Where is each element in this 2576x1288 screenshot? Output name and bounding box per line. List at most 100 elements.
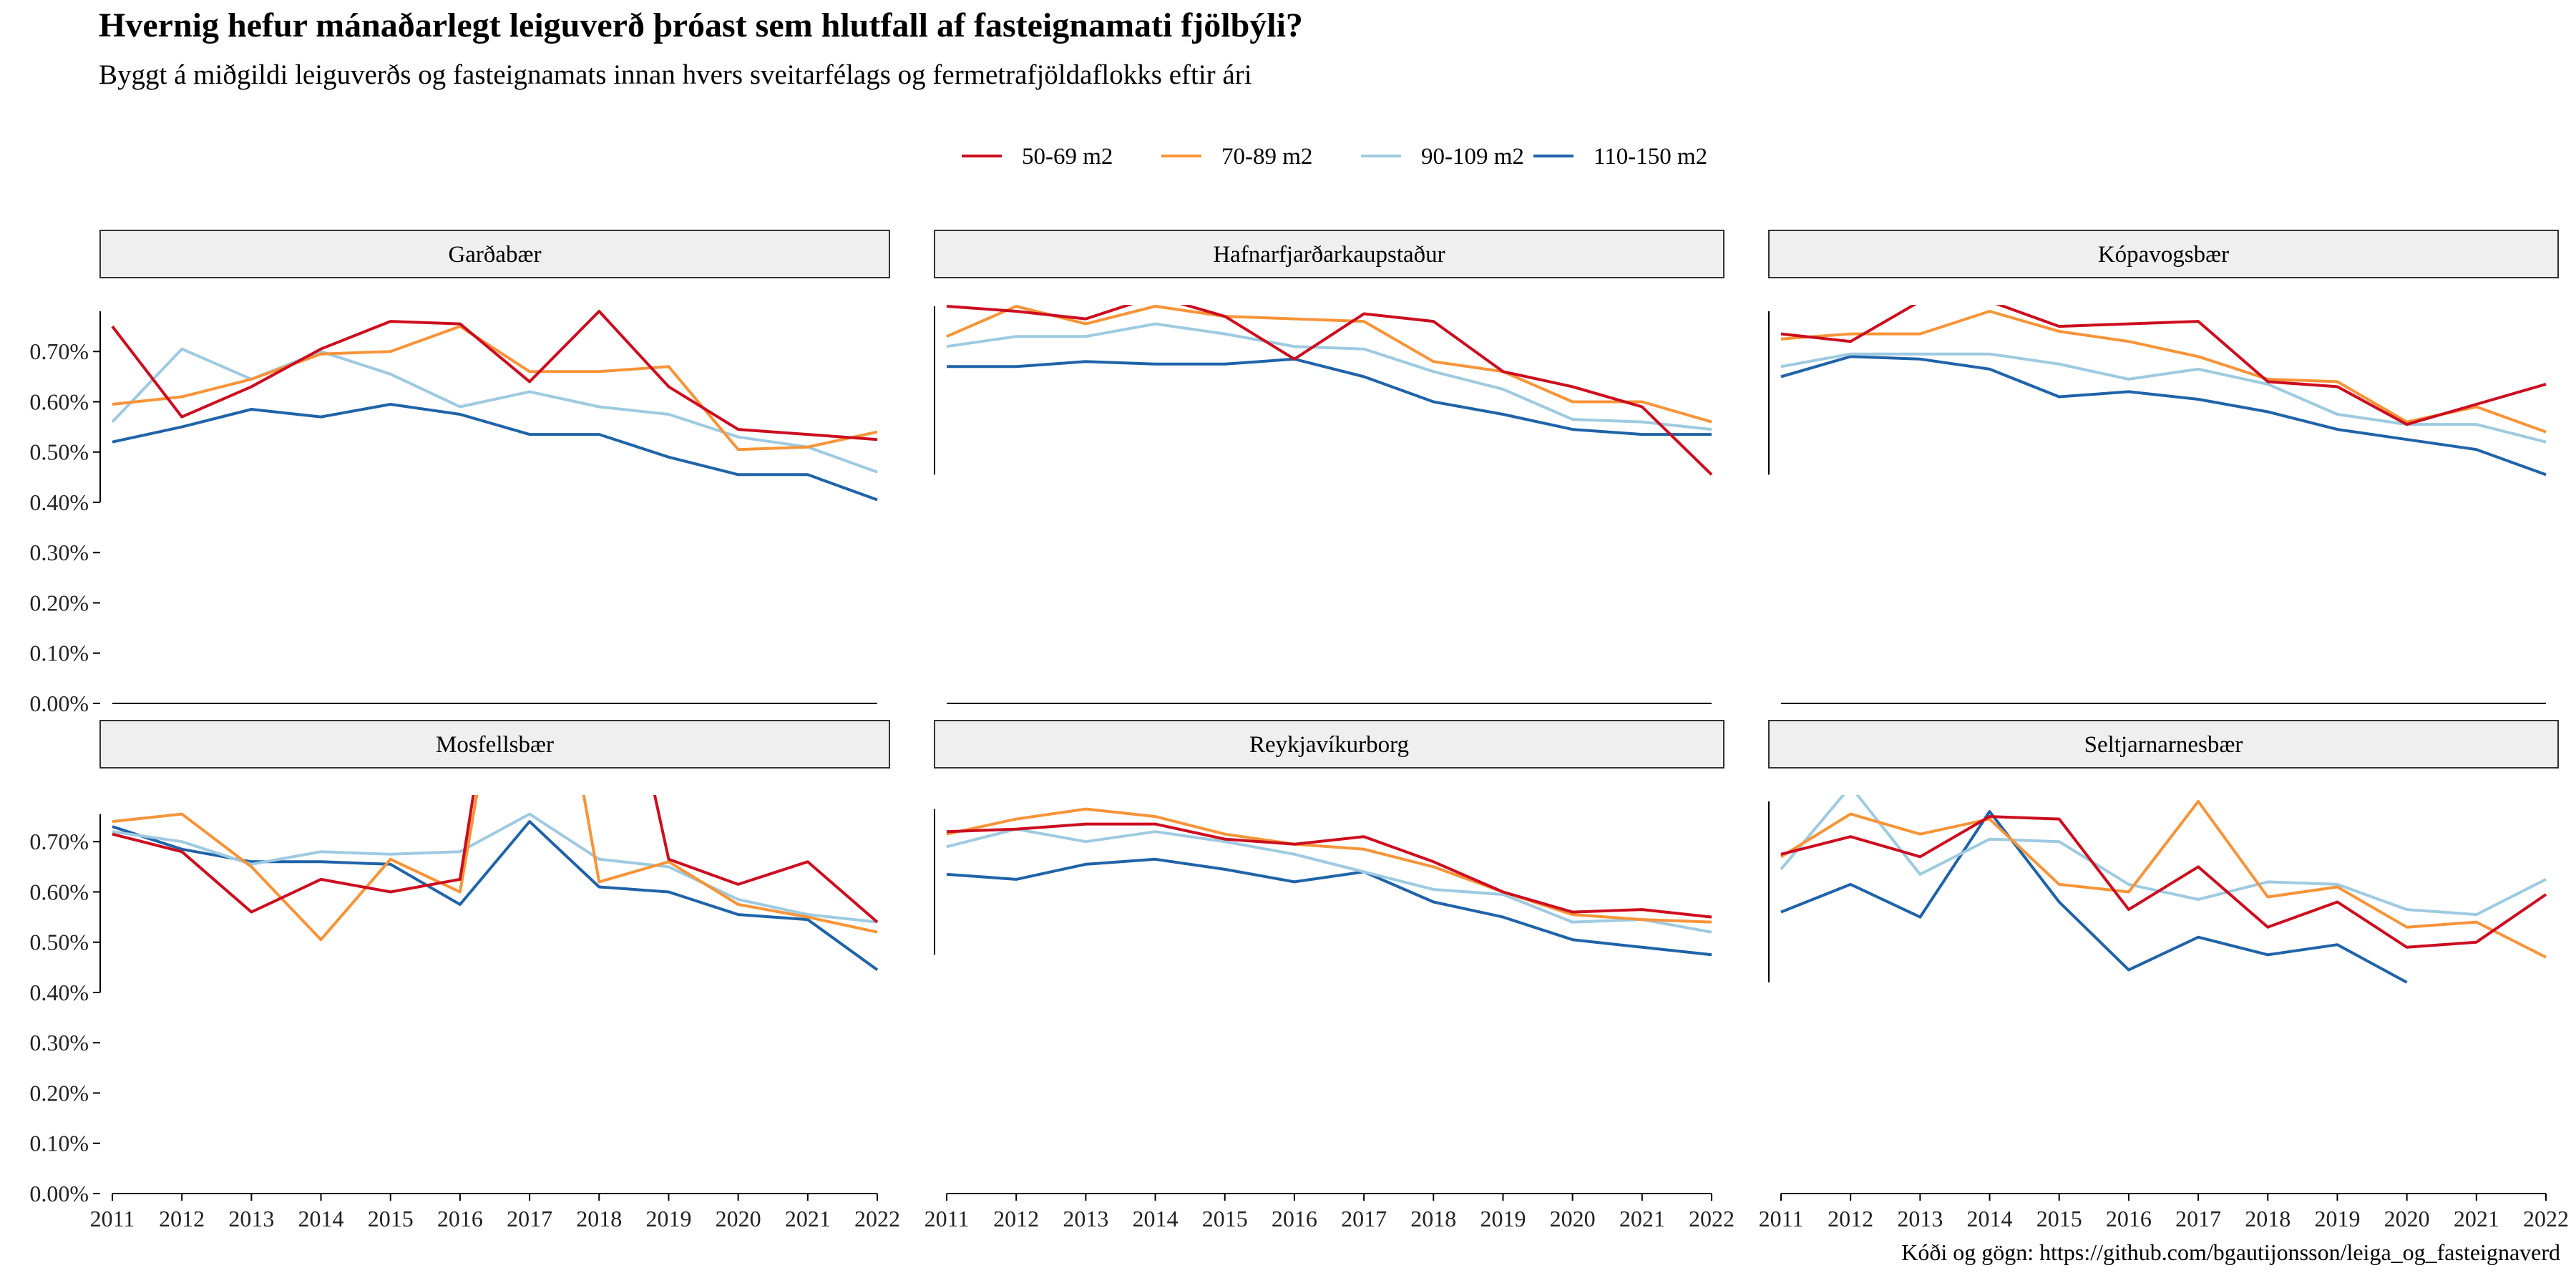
x-tick-label: 2012 xyxy=(993,1206,1039,1231)
series-line-90-109-m2 xyxy=(1780,352,2547,444)
x-tick-label: 2022 xyxy=(2523,1206,2569,1231)
x-tick-label: 2015 xyxy=(368,1206,414,1231)
x-tick-label: 2016 xyxy=(2106,1206,2152,1231)
series-line-90-109-m2 xyxy=(946,322,1712,431)
series-line-50-69-m2 xyxy=(112,795,879,924)
chart-caption: Kóði og gögn: https://github.com/bgautij… xyxy=(1901,1239,2560,1265)
x-tick-label: 2022 xyxy=(854,1206,900,1231)
series-line-90-109-m2 xyxy=(111,347,878,474)
facet-strip-label: Hafnarfjarðarkaupstaður xyxy=(1213,242,1445,268)
x-tick-label: 2013 xyxy=(1897,1206,1943,1231)
facet-reykjavikurborg: Reykjavíkurborg 2011 2012 2013 2014 2015 2016 2… xyxy=(924,720,1735,1231)
x-tick-label: 2014 xyxy=(1133,1206,1179,1231)
x-tick-label: 2018 xyxy=(1410,1206,1456,1231)
y-tick-label: 0.30% xyxy=(29,540,89,565)
series-group xyxy=(946,305,1713,476)
series-group xyxy=(946,807,1712,957)
y-tick-label: 0.10% xyxy=(29,640,89,666)
facet-strip xyxy=(1768,720,2559,769)
x-tick-label: 2020 xyxy=(2384,1206,2430,1231)
facet-strip xyxy=(99,230,890,278)
series-line-70-89-m2 xyxy=(112,795,878,942)
x-tick-label: 2013 xyxy=(228,1206,274,1231)
series-line-50-69-m2 xyxy=(1780,815,2547,949)
x-tick-label: 2012 xyxy=(1828,1206,1873,1231)
x-tick-label: 2015 xyxy=(1202,1206,1248,1231)
legend-label-110-150-m2: 110-150 m2 xyxy=(1594,144,1707,170)
x-tick-label: 2019 xyxy=(1480,1206,1526,1231)
x-tick-label: 2020 xyxy=(1550,1206,1596,1231)
series-line-50-69-m2 xyxy=(111,310,878,441)
legend-label-70-89-m2: 70-89 m2 xyxy=(1221,144,1312,170)
x-tick-label: 2021 xyxy=(2454,1206,2499,1231)
series-line-70-89-m2 xyxy=(946,807,1712,924)
legend: 50-69 m2 70-89 m2 90-109 m2 110-150 m2 xyxy=(962,144,1707,170)
series-line-70-89-m2 xyxy=(1780,310,2547,434)
y-tick-label: 0.50% xyxy=(29,439,89,465)
x-tick-label: 2012 xyxy=(159,1206,205,1231)
y-tick-label: 0.30% xyxy=(29,1030,89,1055)
y-tick-label: 0.40% xyxy=(29,980,89,1005)
series-group xyxy=(111,310,878,502)
x-tick-label: 2014 xyxy=(298,1206,344,1231)
series-line-110-150-m2 xyxy=(947,357,1712,436)
facet-mosfellsbaer: Mosfellsbær 0.00% 0.10% 0.20% 0.30% 0.40% 0.50… xyxy=(29,720,900,1231)
series-line-70-89-m2 xyxy=(946,305,1712,424)
series-group xyxy=(1780,795,2547,984)
x-tick-label: 2017 xyxy=(2175,1206,2221,1231)
series-line-50-69-m2 xyxy=(1780,305,2547,426)
series-line-70-89-m2 xyxy=(1780,800,2547,959)
x-tick-label: 2018 xyxy=(2245,1206,2290,1231)
series-line-90-109-m2 xyxy=(1780,795,2547,917)
series-line-90-109-m2 xyxy=(112,812,878,924)
series-line-110-150-m2 xyxy=(112,820,879,972)
facet-strip-label: Kópavogsbær xyxy=(2098,242,2229,268)
x-tick-label: 2014 xyxy=(1967,1206,2013,1231)
y-tick-label: 0.00% xyxy=(29,691,89,716)
facet-strip xyxy=(1768,230,2559,278)
x-tick-label: 2017 xyxy=(507,1206,552,1231)
series-line-50-69-m2 xyxy=(946,822,1712,919)
series-line-70-89-m2 xyxy=(112,325,878,452)
series-group xyxy=(1780,305,2547,477)
x-tick-label: 2022 xyxy=(1689,1206,1735,1231)
x-tick-label: 2013 xyxy=(1063,1206,1108,1231)
y-tick-label: 0.70% xyxy=(29,829,89,854)
y-tick-label: 0.60% xyxy=(29,879,89,904)
facet-kopavogsbaer: Kópavogsbær xyxy=(1768,230,2559,704)
facet-seltjarnarnesbaer: Seltjarnarnesbær 2011 2012 2013 2014 2015 2016… xyxy=(1759,720,2569,1231)
x-tick-label: 2020 xyxy=(716,1206,761,1231)
x-tick-label: 2015 xyxy=(2036,1206,2082,1231)
y-tick-label: 0.00% xyxy=(29,1181,89,1206)
x-tick-label: 2021 xyxy=(1619,1206,1665,1231)
x-tick-label: 2016 xyxy=(437,1206,483,1231)
x-tick-label: 2011 xyxy=(924,1206,970,1231)
series-group xyxy=(112,795,879,972)
facet-strip-label: Mosfellsbær xyxy=(436,732,554,758)
y-tick-label: 0.20% xyxy=(29,590,89,615)
y-tick-label: 0.10% xyxy=(29,1131,89,1156)
x-tick-label: 2021 xyxy=(785,1206,831,1231)
facet-strip-label: Seltjarnarnesbær xyxy=(2084,732,2243,758)
facet-strip-label: Reykjavíkurborg xyxy=(1249,732,1409,758)
facet-hafnarfjardarkaupstadur: Hafnarfjarðarkaupstaður xyxy=(934,230,1724,704)
facet-strip xyxy=(934,720,1724,769)
y-tick-label: 0.20% xyxy=(29,1080,89,1106)
facet-gardabaer: Garðabær 0.00% 0.10% 0.20% 0.30% 0.40% 0.50% 0.… xyxy=(29,230,890,716)
x-tick-label: 2011 xyxy=(90,1206,135,1231)
y-tick-label: 0.40% xyxy=(29,489,89,515)
x-tick-label: 2018 xyxy=(576,1206,622,1231)
facet-strip xyxy=(934,230,1724,278)
legend-label-50-69-m2: 50-69 m2 xyxy=(1022,144,1113,170)
chart-title: Hvernig hefur mánaðarlegt leiguverð þróa… xyxy=(99,6,1303,44)
series-line-110-150-m2 xyxy=(1780,810,2408,984)
legend-label-90-109-m2: 90-109 m2 xyxy=(1421,144,1524,170)
y-tick-label: 0.70% xyxy=(29,338,89,364)
series-line-110-150-m2 xyxy=(1780,355,2547,477)
x-tick-label: 2019 xyxy=(2314,1206,2360,1231)
y-tick-label: 0.60% xyxy=(29,389,89,414)
series-line-110-150-m2 xyxy=(112,403,878,502)
facet-strip-label: Garðabær xyxy=(448,242,541,268)
x-tick-label: 2019 xyxy=(645,1206,691,1231)
series-line-90-109-m2 xyxy=(946,827,1712,934)
